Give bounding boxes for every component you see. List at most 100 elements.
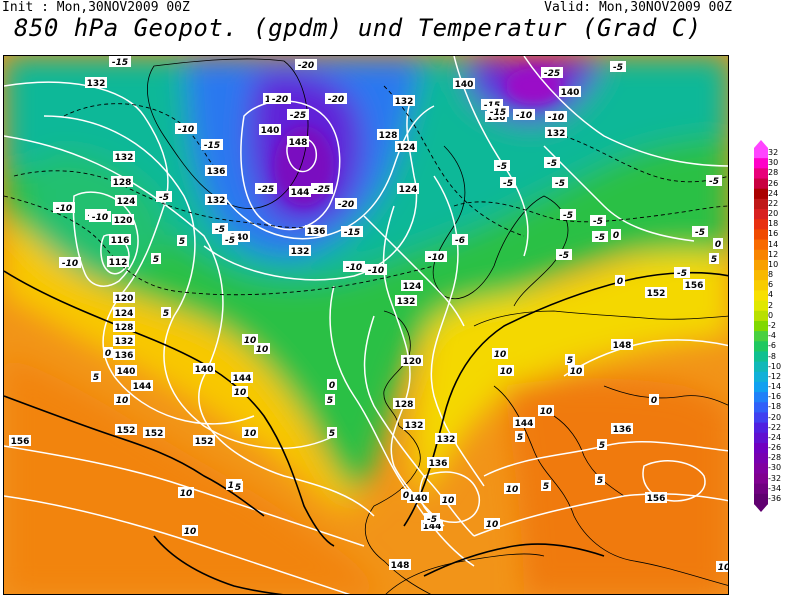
colorbar-tick-label: 0 [768,310,774,320]
temperature-label-bg [201,139,223,150]
geopotential-label: 132 [115,153,134,163]
temperature-label-bg [484,518,500,529]
temperature-label: 0 [105,349,111,359]
colorbar-tick-label: -10 [768,361,782,371]
temperature-label: 5 [93,373,99,383]
geopotential-label: 128 [379,131,398,141]
geopotential-label: 140 [230,233,249,243]
geopotential-label-bg [421,520,443,531]
colorbar-swatch [754,158,768,169]
temperature-label-bg [53,202,75,213]
temperature-label-bg [401,489,411,500]
geopotential-label: 144 [133,382,152,392]
geopotential-label-bg [9,435,31,446]
temperature-label-bg [709,253,719,264]
temperature-label: 10 [256,345,269,355]
geopotential-label: 132 [437,435,456,445]
colorbar-swatch [754,249,768,261]
geopotential-label-bg [113,307,135,318]
temperature-label: -10 [62,259,78,269]
geopotential-label-bg [228,231,250,242]
geopotential-label-bg [427,457,449,468]
temperature-label-bg [556,249,572,260]
temperature-label: -5 [225,236,235,246]
geopotential-label-bg [683,279,705,290]
temperature-label-bg [425,251,447,262]
geopotential-label: 132 [405,421,424,431]
geopotential-label: 136 [429,459,448,469]
geopotential-label: 148 [289,138,308,148]
temperature-label-bg [504,483,520,494]
geopotential-label: 152 [647,289,666,299]
temperature-label-bg [649,394,659,405]
temperature-label-bg [713,238,723,249]
temperature-label-bg [287,109,309,120]
geopotential-label: 120 [114,216,133,226]
geopotential-label: 112 [109,258,128,268]
colorbar-tick-label: -8 [768,351,776,361]
temperature-label-bg [89,211,111,222]
temperature-label: 0 [617,277,623,287]
temperature-label: 10 [180,489,193,499]
colorbar-tick-label: 30 [768,158,779,168]
colorbar-swatch [754,188,768,200]
temperature-label-bg [597,439,607,450]
temperature-label-bg [492,348,508,359]
temperature-label: 5 [567,356,573,366]
colorbar-swatch [754,463,768,474]
temperature-label: -25 [258,185,274,195]
colorbar-tick-label: 32 [768,148,779,158]
temperature-label: 0 [329,381,335,391]
geopotential-label-bg [112,214,134,225]
init-time: Init : Mon,30NOV2009 00Z [2,0,190,15]
temperature-label: -25 [544,69,560,79]
geopotential-label: 132 [115,337,134,347]
geopotential-label: 136 [613,425,632,435]
temperature-label: -25 [290,111,306,121]
geopotential-label: 140 [117,367,136,377]
temperature-label-bg [311,183,333,194]
geopotential-label-bg [289,245,311,256]
temperature-field [4,56,728,594]
geopotential-label: 132 [395,97,414,107]
geopotential-label: 132 [207,196,226,206]
colorbar-tick-label: -32 [768,473,782,483]
temperature-label-bg [500,177,516,188]
temperature-label-bg [343,261,365,272]
geopotential-label-bg [395,295,417,306]
temperature-label: -10 [178,125,194,135]
colorbar-tick-label: -36 [768,493,782,503]
temperature-label: -20 [338,200,354,210]
colorbar-tick-label: -2 [768,321,776,330]
temperature-label-bg [590,215,606,226]
temperature-label: 10 [116,396,129,406]
geopotential-label-bg [113,349,135,360]
geopotential-label-bg [231,372,253,383]
temperature-label: -5 [159,193,169,203]
temperature-label: 5 [327,396,333,406]
colorbar-swatch [754,280,768,291]
geopotential-label-bg [111,176,133,187]
colorbar-tick-label: 22 [768,198,779,208]
temperature-label: -5 [215,225,225,235]
colorbar-tick-label: -20 [768,412,782,422]
colorbar-swatch [754,270,768,281]
colorbar-tick-label: 12 [768,249,779,259]
temperature-label-bg [498,365,514,376]
geopotential-label-bg [113,335,135,346]
temperature-label-bg [568,365,584,376]
temperature-colorbar: 32 30 28 26 24 22 20 18 16 14 12 10 8 6 4 2 0 -2 -4 -6 -8 -10… [754,140,788,512]
temperature-label: 5 [153,255,159,265]
geopotential-label: 140 [195,365,214,375]
temperature-label-bg [327,427,337,438]
temperature-label: 10 [500,367,513,377]
colorbar-tick-label: 4 [768,290,774,300]
temperature-label-bg [254,343,270,354]
temperature-label-bg [175,123,197,134]
geopotential-label: 152 [195,437,214,447]
colorbar-swatch [754,351,768,363]
colorbar-swatch [754,453,768,464]
temperature-label: -15 [204,141,220,151]
temperature-label: -5 [555,179,565,189]
colorbar-tick-label: -26 [768,443,782,453]
